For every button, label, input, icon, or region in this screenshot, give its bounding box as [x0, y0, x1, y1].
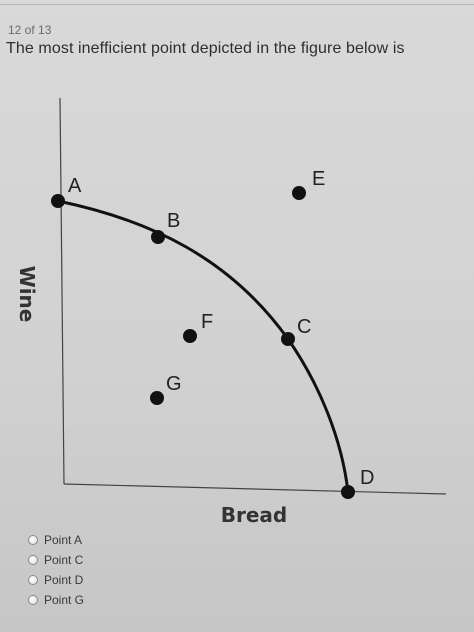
point-g-label: G	[166, 373, 182, 395]
point-d-label: D	[360, 467, 374, 489]
point-b-dot	[151, 230, 165, 244]
option-point-g-label: Point G	[44, 593, 85, 607]
point-d-dot	[341, 485, 355, 499]
option-point-a-label: Point A	[44, 533, 83, 547]
option-point-g[interactable]: Point G	[28, 590, 84, 610]
point-f-dot	[183, 329, 197, 343]
option-point-c-radio[interactable]	[28, 555, 38, 565]
option-point-a-radio[interactable]	[28, 535, 38, 545]
point-a-label: A	[68, 175, 82, 197]
answer-options: Point A Point C Point D Point G	[28, 530, 84, 610]
question-text: The most inefficient point depicted in t…	[6, 40, 405, 57]
y-axis-label: Wine	[15, 266, 39, 323]
point-g-dot	[150, 391, 164, 405]
point-e-label: E	[312, 168, 325, 190]
x-axis-label: Bread	[221, 503, 287, 527]
point-c-label: C	[297, 316, 311, 338]
option-point-c[interactable]: Point C	[28, 550, 84, 570]
ppf-curve	[57, 199, 350, 493]
option-point-d-radio[interactable]	[28, 575, 38, 585]
option-point-g-radio[interactable]	[28, 595, 38, 605]
point-a-dot	[51, 194, 65, 208]
option-point-d[interactable]: Point D	[28, 570, 84, 590]
question-progress: 12 of 13	[8, 23, 52, 37]
x-axis	[63, 483, 447, 495]
point-c-dot	[281, 332, 295, 346]
point-e-dot	[292, 186, 306, 200]
option-point-a[interactable]: Point A	[28, 530, 84, 550]
ppf-figure: Wine Bread A B C D E F G	[15, 97, 447, 527]
point-f-label: F	[201, 311, 213, 333]
point-b-label: B	[167, 210, 180, 232]
option-point-d-label: Point D	[44, 573, 84, 587]
top-divider	[0, 4, 474, 5]
option-point-c-label: Point C	[44, 553, 84, 567]
y-axis	[59, 97, 65, 485]
